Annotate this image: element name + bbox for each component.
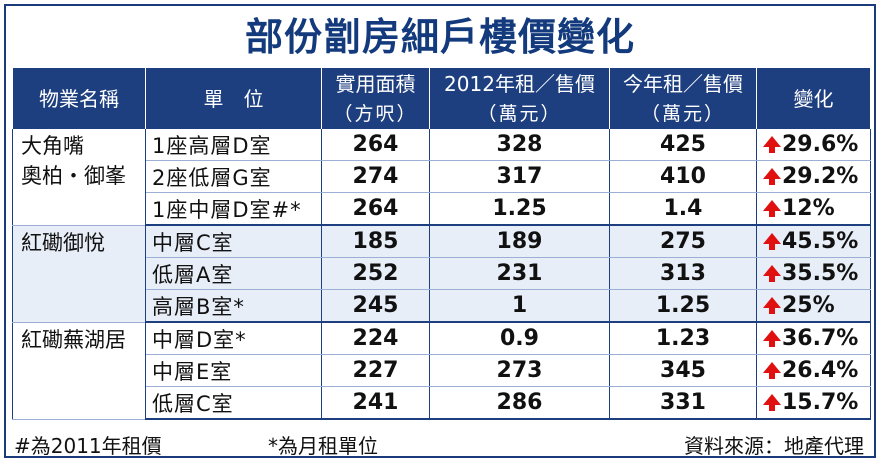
price-now-cell: 275 [609, 225, 757, 258]
price-now-cell: 313 [609, 257, 757, 290]
price-now-cell: 1.25 [609, 289, 757, 323]
table-row: 1座中層D室#* 264 1.25 1.4 12% [13, 192, 871, 226]
change-value: 29.2% [782, 164, 859, 189]
up-arrow-icon [763, 390, 782, 415]
unit-cell: 低層A室 [145, 257, 322, 290]
table-row: 2座低層G室 274 317 410 29.2% [13, 160, 871, 193]
up-arrow-icon [763, 358, 782, 383]
up-arrow-icon [763, 196, 782, 221]
up-arrow-icon [763, 132, 782, 157]
up-arrow-icon [763, 293, 782, 318]
area-cell: 227 [321, 354, 430, 387]
price-2012-cell: 317 [429, 160, 610, 193]
table-row: 大角嘴 奧柏・御峯 1座高層D室 264 328 425 29.6% [12, 129, 871, 226]
area-cell: 274 [321, 160, 430, 193]
change-cell: 12% [756, 192, 871, 226]
change-value: 12% [782, 196, 835, 221]
unit-cell: 2座低層G室 [145, 160, 322, 193]
area-cell: 245 [321, 289, 430, 323]
price-change-table: 物業名稱 單 位 實用面積 （方呎） 2012年租／售價 （萬元） 今年租／售價 （萬… [12, 68, 871, 420]
price-2012-cell: 273 [429, 354, 610, 387]
footnote-hash: #為2011年租價 [14, 434, 162, 458]
property-name: 紅磡蕪湖居 [12, 322, 146, 420]
change-cell: 29.2% [756, 160, 871, 193]
area-cell: 252 [321, 257, 430, 290]
source-note: 資料來源：地產代理 [684, 434, 864, 458]
property-name: 大角嘴 奧柏・御峯 [12, 129, 146, 226]
change-cell: 25% [756, 289, 871, 323]
change-cell: 26.4% [756, 354, 871, 387]
property-name-line: 大角嘴 [21, 134, 84, 158]
price-2012-cell: 231 [429, 257, 610, 290]
area-cell: 241 [321, 386, 430, 420]
unit-cell: 低層C室 [145, 386, 322, 420]
change-cell: 45.5% [756, 225, 871, 258]
change-value: 25% [782, 293, 835, 318]
change-cell: 35.5% [756, 257, 871, 290]
page-title: 部份劏房細戶樓價變化 [244, 14, 635, 59]
price-now-cell: 345 [609, 354, 757, 387]
price-now-cell: 1.4 [609, 192, 757, 226]
up-arrow-icon [763, 326, 782, 351]
table-body: 大角嘴 奧柏・御峯 1座高層D室 264 328 425 29.6% 2座低層G室 274 317… [12, 129, 871, 420]
price-2012-cell: 328 [429, 129, 610, 161]
property-name-line: 奧柏・御峯 [21, 164, 126, 188]
header-unit: 單 位 [145, 68, 322, 129]
property-name-line: 紅磡御悅 [21, 230, 105, 255]
unit-cell: 高層B室* [145, 289, 322, 323]
header-row: 物業名稱 單 位 實用面積 （方呎） 2012年租／售價 （萬元） 今年租／售價 （萬… [12, 68, 871, 129]
price-2012-cell: 1.25 [429, 192, 610, 226]
unit-cell: 中層D室* [145, 322, 322, 355]
price-now-cell: 1.23 [609, 322, 757, 355]
area-cell: 185 [321, 225, 430, 258]
price-now-cell: 331 [609, 386, 757, 420]
price-2012-cell: 1 [429, 289, 610, 323]
price-now-cell: 425 [609, 129, 757, 161]
up-arrow-icon [763, 261, 782, 286]
table-row: 中層E室 227 273 345 26.4% [13, 354, 871, 387]
price-now-cell: 410 [609, 160, 757, 193]
price-2012-cell: 286 [429, 386, 610, 420]
change-cell: 29.6% [756, 129, 871, 161]
up-arrow-icon [763, 164, 782, 189]
unit-cell: 1座中層D室#* [145, 192, 322, 226]
change-value: 45.5% [782, 229, 859, 254]
table-row: 低層A室 252 231 313 35.5% [13, 257, 871, 290]
change-value: 29.6% [782, 132, 859, 157]
price-2012-cell: 189 [429, 225, 610, 258]
table-row: 紅磡御悅 中層C室 185 189 275 45.5% [12, 225, 871, 323]
change-cell: 15.7% [756, 386, 871, 420]
property-name: 紅磡御悅 [12, 225, 146, 323]
table-row: 紅磡蕪湖居 中層D室* 224 0.9 1.23 36.7% [12, 322, 871, 420]
header-price-2012: 2012年租／售價 （萬元） [429, 68, 610, 129]
change-value: 36.7% [782, 326, 859, 351]
up-arrow-icon [763, 229, 782, 254]
header-area: 實用面積 （方呎） [321, 68, 430, 129]
area-cell: 224 [321, 322, 430, 355]
change-value: 35.5% [782, 261, 859, 286]
area-cell: 264 [321, 129, 430, 161]
unit-cell: 中層E室 [145, 354, 322, 387]
unit-cell: 1座高層D室 [145, 129, 322, 161]
header-change: 變化 [756, 68, 871, 129]
header-price-now: 今年租／售價 （萬元） [609, 68, 757, 129]
change-value: 15.7% [782, 390, 859, 415]
change-value: 26.4% [782, 358, 859, 383]
price-2012-cell: 0.9 [429, 322, 610, 355]
property-name-line: 紅磡蕪湖居 [21, 327, 126, 352]
table-row: 高層B室* 245 1 1.25 25% [13, 289, 871, 323]
area-cell: 264 [321, 192, 430, 226]
header-property: 物業名稱 [12, 68, 146, 129]
unit-cell: 中層C室 [145, 225, 322, 258]
change-cell: 36.7% [756, 322, 871, 355]
footnote-star: *為月租單位 [268, 434, 378, 458]
infographic-frame: 部份劏房細戶樓價變化 物業名稱 單 位 實用面積 （方呎） 2012年租／售價 （萬… [4, 4, 876, 458]
table-row: 低層C室 241 286 331 15.7% [13, 386, 871, 420]
